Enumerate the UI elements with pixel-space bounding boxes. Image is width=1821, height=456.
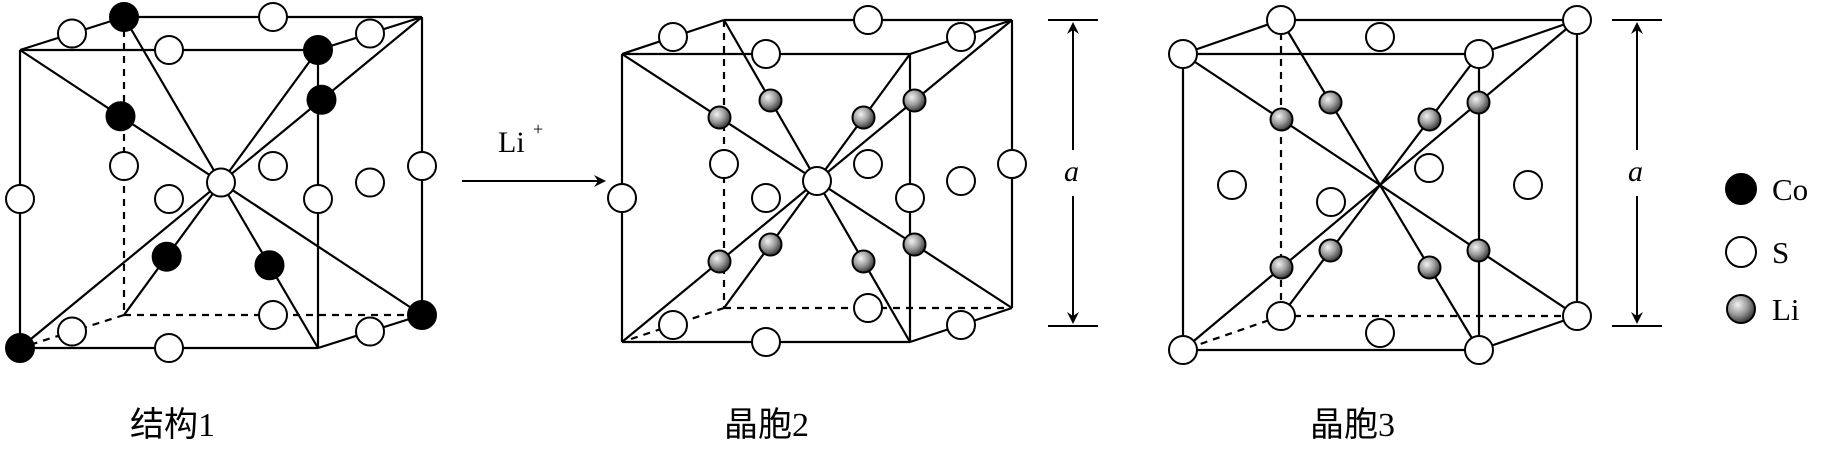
sulfur-atom — [57, 18, 87, 49]
sulfur-atom — [1266, 301, 1296, 331]
lithium-atom — [851, 105, 876, 130]
sulfur-atom — [1217, 170, 1247, 200]
arrow-label-superscript: + — [533, 119, 543, 139]
cobalt-atom — [407, 300, 437, 330]
edge-line — [1478, 314, 1578, 352]
caption-structure-1: 结构1 — [130, 406, 215, 444]
cobalt-atom — [303, 35, 333, 65]
sulfur-atom — [1562, 301, 1592, 331]
sulfur-atom — [997, 149, 1027, 179]
legend-s-marker — [1725, 236, 1757, 268]
lithium-atom — [1269, 255, 1294, 280]
sulfur-atom — [1168, 39, 1198, 69]
caption-unit-cell-2: 晶胞2 — [724, 406, 809, 444]
sulfur-atom — [1464, 335, 1494, 365]
lithium-atom — [902, 232, 927, 257]
sulfur-atom — [946, 22, 976, 52]
legend-li-label: Li — [1772, 292, 1800, 327]
lithium-atom — [1417, 107, 1442, 132]
structure-1 — [5, 2, 437, 363]
lithium-atom — [758, 232, 783, 257]
dimension-a-cell-2: a — [1048, 19, 1098, 327]
sulfur-atom — [946, 166, 976, 196]
lithium-atom — [1466, 238, 1491, 263]
sulfur-atom — [5, 184, 35, 214]
sulfur-atom — [355, 316, 385, 347]
sulfur-atom — [154, 333, 184, 363]
lithium-atom — [902, 88, 927, 113]
legend-s-label: S — [1772, 235, 1789, 270]
sulfur-atom — [258, 300, 288, 330]
sulfur-atom — [57, 316, 87, 347]
lithium-atom — [758, 88, 783, 113]
sulfur-atom — [802, 166, 832, 196]
legend-co-marker — [1725, 173, 1757, 205]
sulfur-atom — [1365, 318, 1395, 348]
legend-co-label: Co — [1772, 172, 1808, 207]
legend-li-marker — [1726, 294, 1756, 324]
sulfur-atom — [853, 5, 883, 35]
sulfur-atom — [258, 2, 288, 32]
lithium-atom — [1269, 107, 1294, 132]
arrow-label: Li — [498, 126, 525, 159]
sulfur-atom — [1365, 22, 1395, 52]
sulfur-atom — [1562, 5, 1592, 35]
sulfur-atom — [751, 183, 781, 213]
sulfur-atom — [709, 149, 739, 179]
dimension-a-cell-3: a — [1612, 19, 1662, 327]
sulfur-atom — [1316, 187, 1346, 217]
cobalt-atom — [105, 101, 136, 132]
sulfur-atom — [154, 35, 184, 65]
cobalt-atom — [109, 2, 139, 32]
sulfur-atom — [1513, 170, 1543, 200]
lithium-atom — [707, 249, 732, 274]
sulfur-atom — [109, 151, 139, 181]
lithium-atom — [1417, 255, 1442, 280]
edge-line — [1182, 18, 1282, 56]
sulfur-atom — [946, 310, 976, 340]
sulfur-atom — [1464, 39, 1494, 69]
legend: Co S Li — [1725, 172, 1808, 327]
sulfur-atom — [206, 167, 236, 198]
sulfur-atom — [751, 327, 781, 357]
sulfur-atom — [355, 167, 385, 198]
edge-line — [1478, 18, 1578, 56]
sulfur-atom — [607, 183, 637, 213]
sulfur-atom — [853, 293, 883, 323]
lithium-atom — [1318, 90, 1343, 115]
lithium-atom — [707, 105, 732, 130]
reaction-arrow: Li + — [462, 119, 606, 187]
lithium-atom — [1466, 90, 1491, 115]
sulfur-atom — [1414, 153, 1444, 183]
cobalt-atom — [306, 84, 337, 115]
sulfur-atom — [355, 18, 385, 49]
sulfur-atom — [258, 151, 288, 181]
sulfur-atom — [751, 39, 781, 69]
dimension-label: a — [1628, 155, 1643, 188]
sulfur-atom — [895, 183, 925, 213]
sulfur-atom — [853, 149, 883, 179]
sulfur-atom — [303, 184, 333, 214]
sulfur-atom — [1168, 335, 1198, 365]
sulfur-atom — [1266, 5, 1296, 35]
cobalt-atom — [254, 250, 285, 281]
hidden-edge — [1182, 314, 1282, 352]
diagonal-line — [1280, 19, 1480, 351]
caption-unit-cell-3: 晶胞3 — [1310, 406, 1395, 444]
unit-cell-3 — [1168, 5, 1592, 365]
sulfur-atom — [154, 184, 184, 214]
dimension-label: a — [1064, 155, 1079, 188]
sulfur-atom — [658, 22, 688, 52]
cobalt-atom — [151, 241, 182, 272]
unit-cell-2 — [607, 5, 1027, 357]
sulfur-atom — [407, 151, 437, 181]
sulfur-atom — [658, 310, 688, 340]
cobalt-atom — [5, 333, 35, 363]
lithium-atom — [851, 249, 876, 274]
lithium-atom — [1318, 238, 1343, 263]
